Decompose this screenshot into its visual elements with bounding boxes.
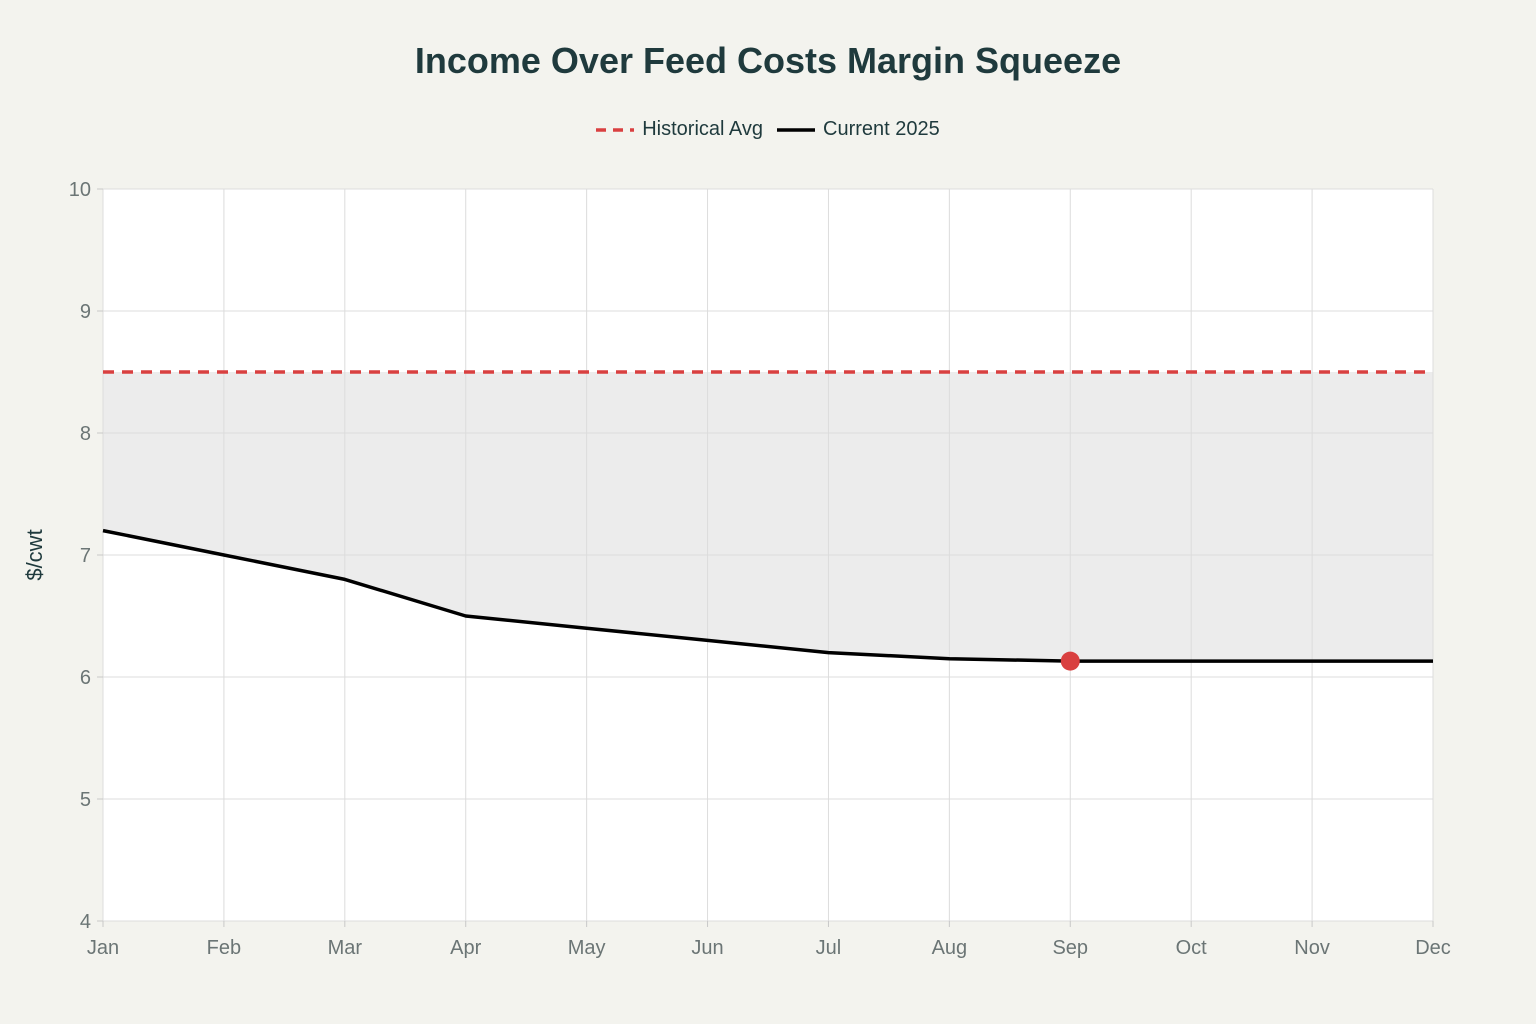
x-tick-label: Jun [691, 937, 723, 959]
y-tick-label: 8 [80, 423, 91, 445]
x-tick-label: Feb [207, 937, 241, 959]
y-tick-label: 4 [80, 911, 91, 933]
highlight-point [1060, 651, 1080, 671]
x-tick-label: Mar [328, 937, 363, 959]
legend-item-current[interactable]: Current 2025 [777, 118, 940, 141]
x-tick-label: Jul [816, 937, 842, 959]
y-tick-label: 10 [69, 179, 91, 201]
legend: Historical Avg Current 2025 [0, 118, 1536, 141]
x-tick-label: Oct [1176, 937, 1208, 959]
current-2025-line [102, 528, 1433, 663]
y-tick-label: 5 [80, 789, 91, 811]
y-tick-label: 7 [80, 545, 91, 567]
y-tick-label: 6 [80, 667, 91, 689]
x-tick-label: Sep [1052, 937, 1088, 959]
x-tick-label: May [568, 937, 606, 959]
x-tick-label: Apr [450, 937, 481, 959]
shaded-gap-area [103, 372, 1433, 662]
legend-swatch-dashed [596, 127, 635, 132]
x-tick-label: Dec [1415, 937, 1451, 959]
x-tick-label: Nov [1294, 937, 1330, 959]
legend-item-historical[interactable]: Historical Avg [596, 118, 763, 141]
legend-label-current: Current 2025 [823, 118, 940, 140]
x-tick-label: Aug [932, 937, 968, 959]
chart-title: Income Over Feed Costs Margin Squeeze [414, 40, 1122, 81]
legend-label-historical: Historical Avg [642, 118, 764, 140]
x-tick-label: Jan [87, 937, 119, 959]
y-tick-label: 9 [80, 301, 91, 323]
legend-swatch-solid [777, 127, 816, 132]
y-axis-title: $/cwt [22, 529, 47, 580]
